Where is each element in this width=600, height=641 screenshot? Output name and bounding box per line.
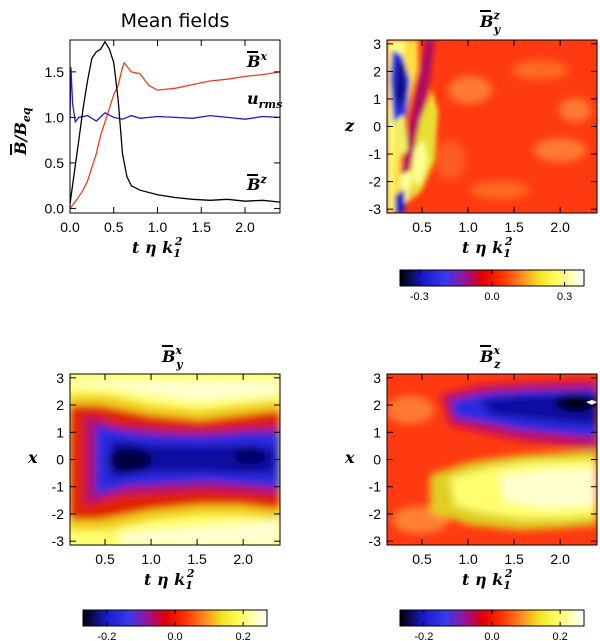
y-tick-label: 1 <box>56 424 64 440</box>
svg-text:Bx: Bx <box>246 50 268 71</box>
colorbar-tick-label: 0.0 <box>484 291 499 303</box>
y-tick-label: 0.0 <box>45 200 65 216</box>
y-tick-label: 0 <box>373 119 381 135</box>
colorbar-tick-label: 0.0 <box>167 631 182 641</box>
y-tick-label: 3 <box>373 370 381 386</box>
y-tick-label: 2 <box>373 397 381 413</box>
colorbar-tick-label: 0.0 <box>484 631 499 641</box>
x-tick-label: 1.5 <box>192 219 212 235</box>
x-tick-label: 0.5 <box>95 551 115 567</box>
heatmap-bxz-field <box>386 374 597 545</box>
y-tick-label: 1 <box>373 91 381 107</box>
x-tick-label: 2.0 <box>550 219 570 235</box>
figure: Mean fields 0.00.51.01.52.00.00.51.01.5 … <box>0 0 600 641</box>
heatmap-bxy-title: Bxy <box>161 344 184 371</box>
y-tick-label: 2 <box>373 63 381 79</box>
y-tick-label: 3 <box>373 36 381 52</box>
y-tick-label: 1.5 <box>45 64 65 80</box>
annotation-bx: Bx <box>246 50 268 71</box>
heatmap-bzy-title: Bzy <box>479 9 502 36</box>
heatmap-bxz-ylabel: x <box>344 448 355 467</box>
x-tick-label: 0.5 <box>412 219 432 235</box>
y-tick-label: -3 <box>369 533 382 549</box>
svg-text:Bz: Bz <box>246 173 268 194</box>
svg-text:Bxz: Bxz <box>479 344 501 371</box>
heatmap-bzy-field <box>387 40 597 213</box>
heatmap-bzy-ylabel: z <box>344 116 355 135</box>
colorbar-tick-label: -0.2 <box>97 631 116 641</box>
svg-text:Bzy: Bzy <box>479 9 502 36</box>
y-tick-label: 2 <box>56 397 64 413</box>
heatmap-bxy-xlabel: t η k12 <box>144 567 195 592</box>
heatmap-bxy-ylabel: x <box>27 448 38 467</box>
mean-fields-title: Mean fields <box>121 10 230 32</box>
heatmap-bxy-field <box>70 374 280 545</box>
x-tick-label: 0.5 <box>412 551 432 567</box>
x-tick-label: 1.0 <box>148 219 168 235</box>
y-tick-label: -3 <box>52 533 65 549</box>
colorbar-tick-label: -0.2 <box>414 631 433 641</box>
x-tick-label: 1.0 <box>141 551 161 567</box>
y-tick-label: 3 <box>56 370 64 386</box>
y-tick-label: 1.0 <box>45 109 65 125</box>
x-tick-label: 1.5 <box>504 219 524 235</box>
heatmap-bzy-panel: Bzy <box>344 9 597 303</box>
y-tick-label: -2 <box>369 174 382 190</box>
mean-fields-ylabel: B/Beq <box>11 107 33 156</box>
x-tick-label: 1.5 <box>504 551 524 567</box>
mean-fields-panel: Mean fields 0.00.51.01.52.00.00.51.01.5 … <box>11 10 282 260</box>
x-tick-label: 0.5 <box>104 219 124 235</box>
x-tick-label: 2.0 <box>235 219 255 235</box>
colorbar-tick-label: 0.2 <box>552 631 567 641</box>
x-tick-label: 1.0 <box>458 219 478 235</box>
y-tick-label: 0 <box>56 452 64 468</box>
x-tick-label: 1.5 <box>187 551 207 567</box>
heatmap-bxy-panel: Bxy x t η k12 0.5 1.0 1.5 2.0 -3 -2 -1 0 1 2 3 -0.… <box>27 344 280 641</box>
heatmap-bxz-title: Bxz <box>479 344 501 371</box>
y-tick-label: 0.5 <box>45 155 65 171</box>
heatmap-bxz-xlabel: t η k12 <box>462 567 513 592</box>
y-tick-label: -1 <box>369 479 382 495</box>
y-tick-label: 0 <box>373 452 381 468</box>
svg-text:Bxy: Bxy <box>161 344 184 371</box>
heatmap-bzy-xlabel: t η k12 <box>462 235 513 260</box>
annotation-urms: urms <box>247 89 282 111</box>
svg-text:B/Beq: B/Beq <box>11 107 33 156</box>
x-tick-label: 0.0 <box>60 219 80 235</box>
x-tick-label: 2.0 <box>550 551 570 567</box>
x-tick-label: 1.0 <box>458 551 478 567</box>
annotation-bz: Bz <box>246 173 268 194</box>
mean-fields-ticks: 0.0 0.5 1.0 1.5 2.0 0.0 0.5 1.0 1.5 <box>45 40 280 235</box>
x-tick-label: 2.0 <box>233 551 253 567</box>
colorbar-tick-label: 0.2 <box>235 631 250 641</box>
y-tick-label: -3 <box>369 201 382 217</box>
colorbar-tick-label: 0.3 <box>557 291 572 303</box>
heatmap-bxz-panel: Bxz x t η k12 0.5 1.0 1.5 2.0 -3 -2 -1 0 1 2 3 -0.… <box>344 344 597 641</box>
y-tick-label: -1 <box>369 146 382 162</box>
y-tick-label: 1 <box>373 424 381 440</box>
colorbar-tick-label: -0.3 <box>410 291 429 303</box>
y-tick-label: -2 <box>369 506 382 522</box>
mean-fields-xlabel: t η k12 <box>132 235 183 260</box>
y-tick-label: -2 <box>52 506 65 522</box>
y-tick-label: -1 <box>52 479 65 495</box>
